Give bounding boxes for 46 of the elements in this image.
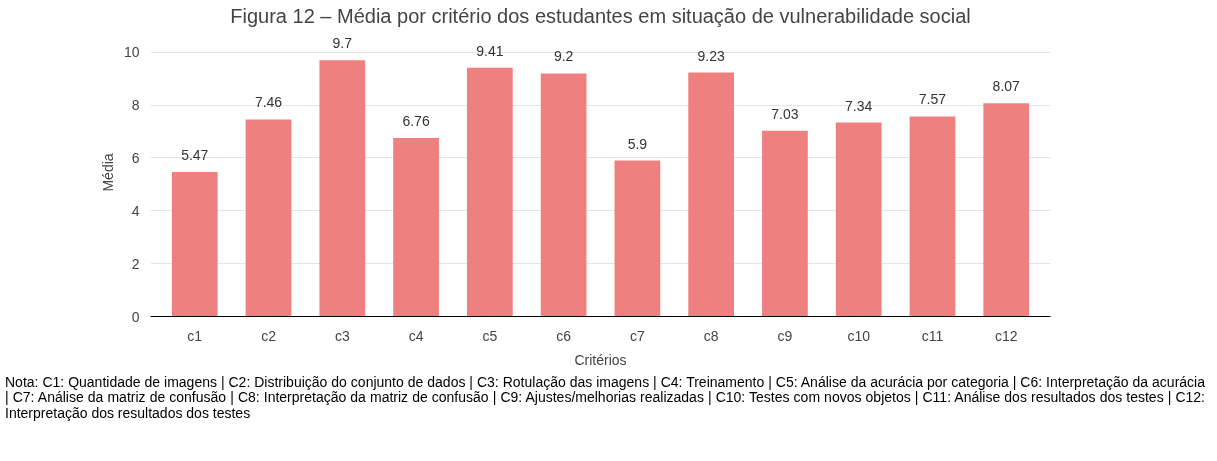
- bar: [319, 60, 366, 317]
- y-tick-label: 8: [131, 97, 140, 114]
- x-tick-label: c12: [994, 327, 1018, 344]
- data-label: 7.57: [918, 91, 947, 108]
- x-tick-label: c2: [261, 327, 277, 344]
- x-tick-label: c9: [777, 327, 793, 344]
- x-tick-label: c11: [921, 327, 944, 344]
- data-label: 7.34: [845, 97, 873, 114]
- bar: [688, 72, 735, 317]
- y-axis-title: Média: [99, 153, 116, 192]
- x-tick-label: c5: [482, 327, 498, 344]
- data-label: 7.46: [254, 94, 283, 111]
- x-tick-label: c1: [187, 327, 203, 344]
- x-tick-label: c8: [703, 327, 719, 344]
- data-label: 9.2: [553, 48, 574, 65]
- data-label: 9.7: [332, 35, 353, 52]
- x-tick-label: c4: [408, 327, 424, 344]
- bar: [393, 137, 439, 317]
- bar: [245, 119, 292, 317]
- x-axis-title: Critérios: [574, 351, 627, 368]
- y-tick-label: 4: [131, 202, 140, 219]
- x-tick-label: c10: [847, 327, 871, 344]
- data-label: 5.47: [181, 146, 209, 163]
- chart-title: Figura 12 – Média por critério dos estudantes em situação de vulnerabilidade social: [230, 4, 971, 27]
- y-tick-label: 10: [123, 44, 140, 61]
- x-tick-label: c7: [629, 327, 645, 344]
- data-label: 9.23: [697, 47, 725, 64]
- text: Nota: C1: Quantidade de imagens | C2: Distribuição do conjunto de dados | C3: Rotulação das imagens | C4: Treinamento | C5: Análise da acurácia por categoria | C6: Interpretação da acurácia | C7: Análise da matriz de confusão | C8: Interpretação da matriz de confusão | C9: Ajustes/melhorias realizadas | C10: Testes com novos objetos | C11: Análise dos resultados dos testes | C12: Interpretação dos resultados dos testes: [5, 374, 1205, 422]
- data-label: 9.41: [476, 42, 504, 59]
- data-label: 6.76: [402, 112, 430, 129]
- bar: [835, 122, 882, 317]
- bar: [909, 116, 956, 317]
- bar: [983, 103, 1030, 317]
- data-label: 7.03: [771, 105, 799, 122]
- bar: [171, 171, 218, 317]
- y-tick-label: 6: [131, 149, 140, 166]
- data-label: 8.07: [992, 78, 1021, 95]
- x-tick-label: c3: [334, 327, 350, 344]
- data-label: 5.9: [627, 135, 648, 152]
- y-tick-label: 2: [131, 255, 140, 272]
- bar: [540, 73, 587, 317]
- bar: [614, 160, 661, 317]
- bar: [466, 67, 513, 317]
- bar: [762, 130, 808, 317]
- y-tick-label: 0: [131, 308, 140, 325]
- x-tick-label: c6: [556, 327, 572, 344]
